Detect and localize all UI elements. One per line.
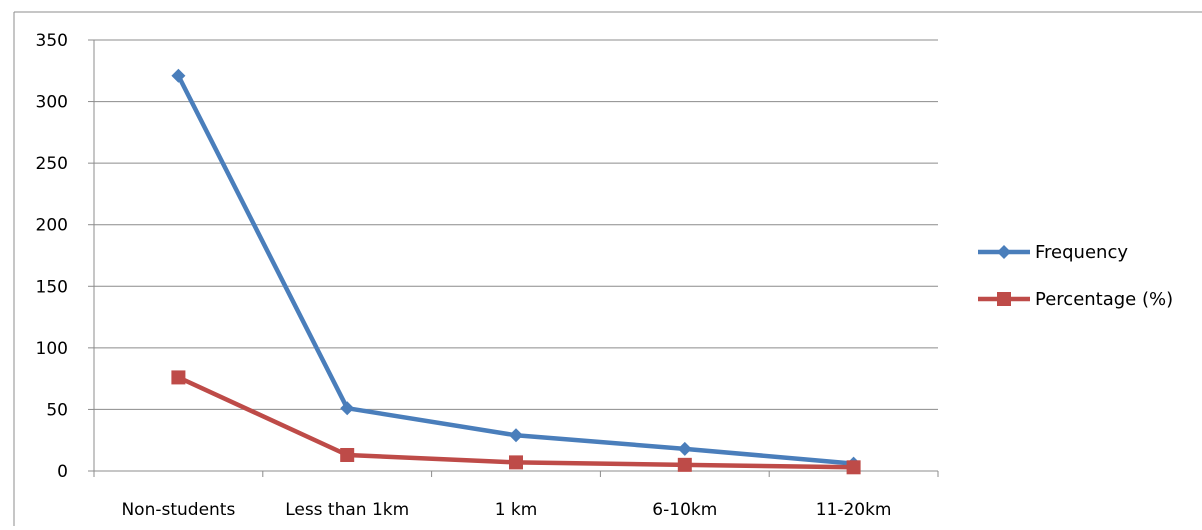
frequency-point bbox=[677, 441, 692, 456]
percentage-point bbox=[846, 460, 861, 475]
legend-item-frequency: Frequency bbox=[978, 242, 1128, 263]
axes bbox=[88, 39, 939, 477]
y-tick-label: 150 bbox=[36, 277, 68, 297]
percentage-point bbox=[509, 455, 523, 470]
gridlines bbox=[94, 39, 938, 410]
legend-label: Frequency bbox=[1035, 242, 1128, 263]
y-tick-labels: 0 50 100 150 200 250 300 350 bbox=[36, 31, 68, 482]
legend-marker-diamond bbox=[997, 245, 1011, 259]
y-tick-label: 50 bbox=[46, 400, 68, 420]
x-tick-labels: Non-students Less than 1km 1 km 6-10km 11-20… bbox=[121, 500, 891, 520]
series-line-frequency bbox=[176, 73, 856, 466]
series-markers bbox=[171, 68, 861, 475]
y-tick-label: 350 bbox=[36, 31, 68, 51]
percentage-point bbox=[677, 457, 692, 472]
x-tick-label: Less than 1km bbox=[285, 500, 409, 520]
x-tick-label: 1 km bbox=[495, 500, 538, 520]
frequency-point bbox=[509, 428, 523, 443]
legend-label: Percentage (%) bbox=[1035, 289, 1173, 310]
frequency-point bbox=[171, 68, 186, 83]
x-tick-label: 6-10km bbox=[652, 500, 717, 520]
y-tick-label: 200 bbox=[36, 216, 68, 236]
x-tick-label: 11-20km bbox=[816, 500, 892, 520]
legend-item-percentage: Percentage (%) bbox=[978, 289, 1173, 310]
percentage-point bbox=[171, 370, 186, 385]
frequency-point bbox=[340, 401, 355, 416]
y-tick-label: 0 bbox=[57, 462, 68, 482]
y-tick-label: 250 bbox=[36, 154, 68, 174]
percentage-point bbox=[340, 447, 355, 462]
y-tick-label: 300 bbox=[36, 93, 68, 113]
series-lines bbox=[176, 73, 856, 470]
x-tick-label: Non-students bbox=[121, 500, 235, 520]
y-tick-label: 100 bbox=[36, 339, 68, 359]
legend: Frequency Percentage (%) bbox=[978, 242, 1173, 310]
legend-marker-square bbox=[997, 292, 1011, 306]
